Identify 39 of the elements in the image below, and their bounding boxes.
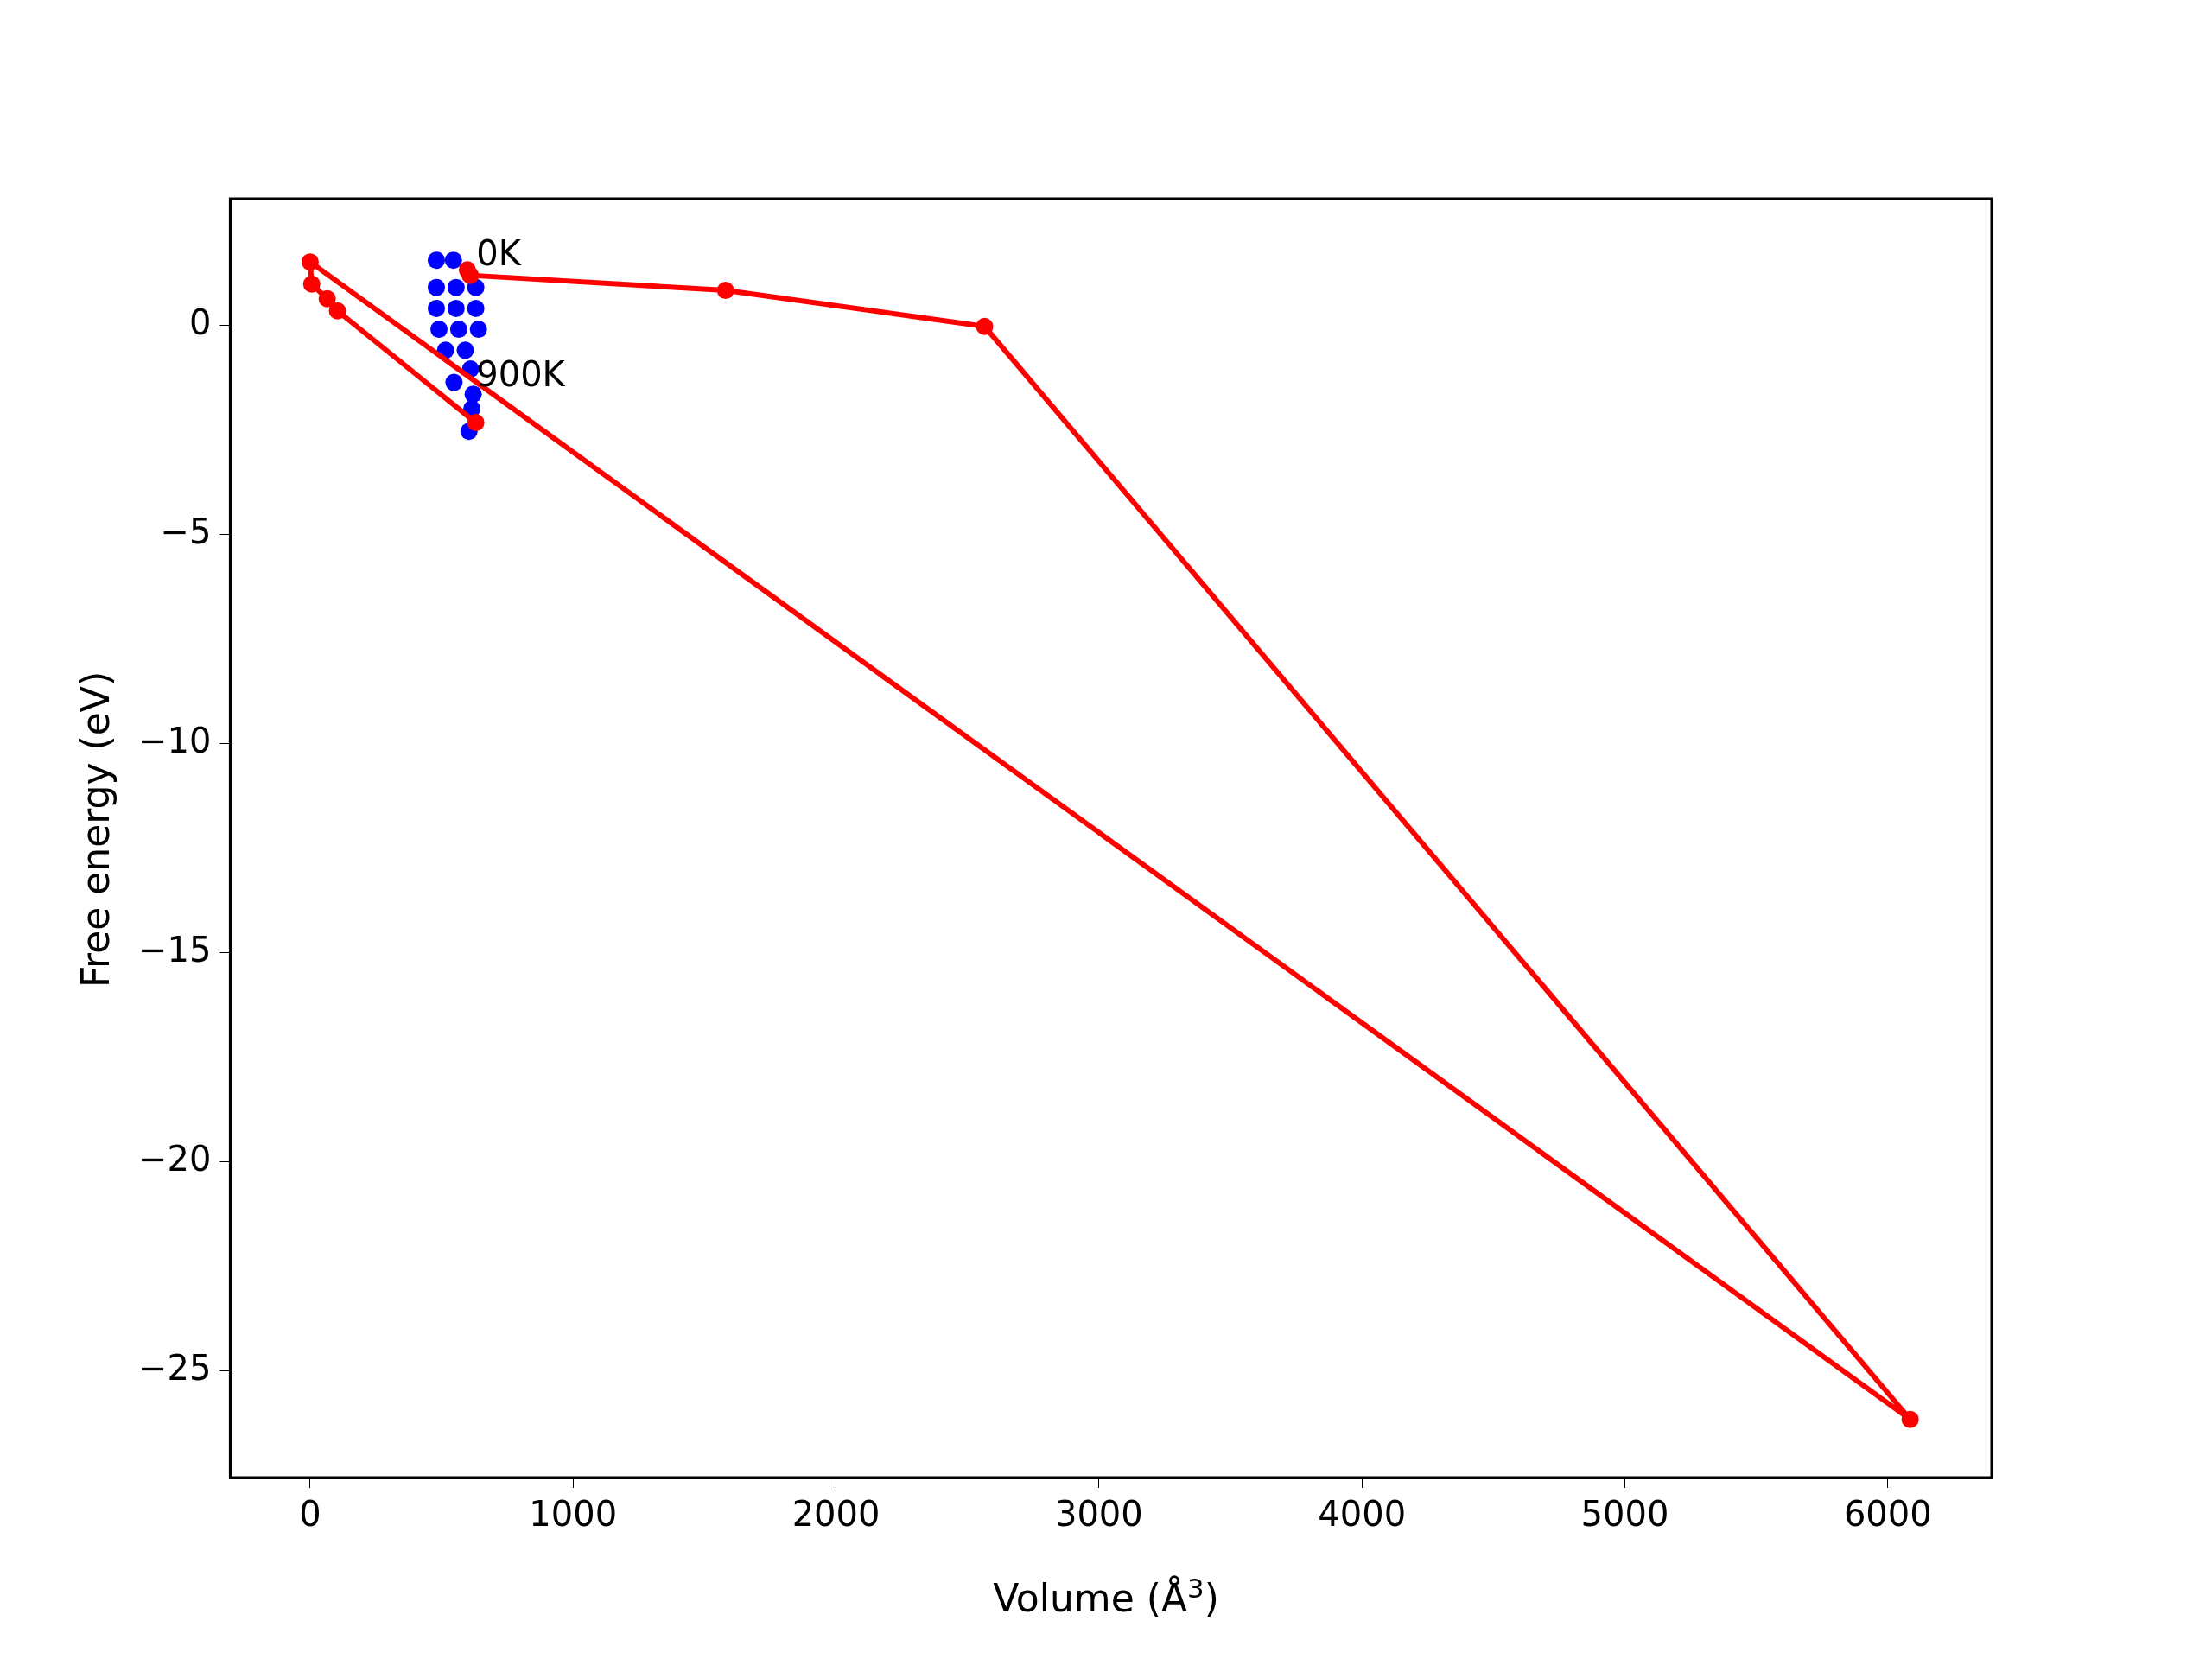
x-tick-label: 6000 (1843, 1494, 1932, 1535)
point (976, 317, 994, 335)
point (467, 299, 485, 317)
y-axis-title: Free energy (eV) (73, 671, 118, 988)
x-tick-label: 5000 (1580, 1494, 1669, 1535)
point (428, 278, 445, 296)
x-tick-label: 4000 (1318, 1494, 1407, 1535)
point (449, 321, 467, 339)
point (428, 299, 445, 317)
point (428, 251, 445, 270)
point (447, 299, 465, 317)
x-tick-label: 2000 (791, 1494, 880, 1535)
y-tick-label: −5 (160, 511, 212, 551)
point (430, 321, 448, 339)
point (328, 302, 346, 320)
point (301, 253, 319, 271)
point (444, 251, 462, 270)
annotation: 900K (476, 354, 567, 395)
y-tick-label: −15 (137, 930, 212, 970)
y-tick-label: −25 (137, 1348, 212, 1389)
x-tick-label: 1000 (529, 1494, 618, 1535)
point (318, 289, 336, 308)
annotation: 0K (476, 233, 523, 274)
point (467, 414, 485, 432)
x-axis-title: Volume (Å$^{3}$) (992, 1573, 1220, 1620)
y-tick-label: 0 (188, 302, 212, 342)
x-tick-label: 0 (299, 1494, 321, 1535)
point (461, 266, 480, 284)
point (1901, 1410, 1919, 1428)
point (445, 373, 463, 391)
point (464, 385, 482, 404)
point (716, 282, 734, 300)
y-tick-label: −10 (137, 720, 212, 760)
point (456, 341, 474, 359)
point (469, 321, 487, 339)
point (302, 275, 321, 293)
x-tick-label: 3000 (1054, 1494, 1143, 1535)
y-tick-label: −20 (137, 1139, 212, 1179)
point (447, 278, 465, 296)
